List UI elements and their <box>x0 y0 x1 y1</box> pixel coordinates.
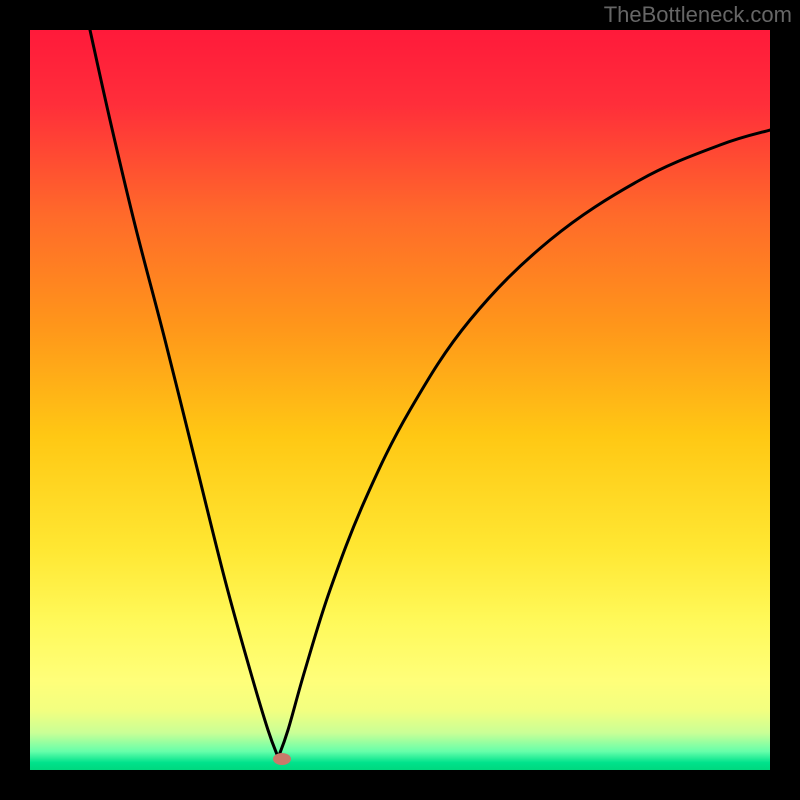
optimal-point-marker <box>273 753 291 765</box>
chart-container: TheBottleneck.com <box>0 0 800 800</box>
plot-area <box>30 30 770 770</box>
bottleneck-curve <box>30 30 770 770</box>
watermark-text: TheBottleneck.com <box>604 2 792 28</box>
